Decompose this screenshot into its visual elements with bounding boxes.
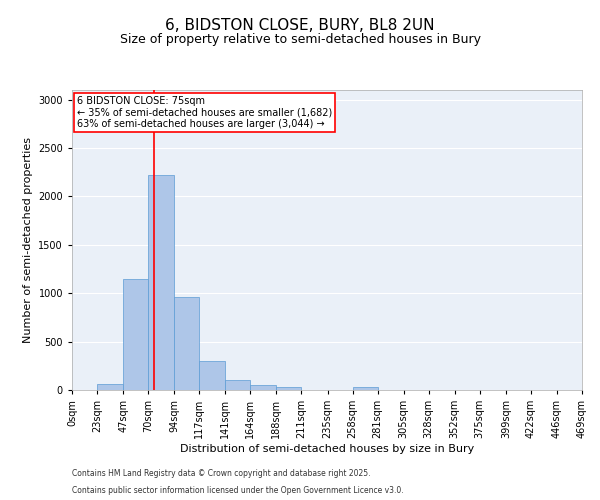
Bar bbox=[97, 384, 123, 390]
Text: Contains public sector information licensed under the Open Government Licence v3: Contains public sector information licen… bbox=[72, 486, 404, 495]
Bar bbox=[277, 387, 301, 390]
Text: 6 BIDSTON CLOSE: 75sqm
← 35% of semi-detached houses are smaller (1,682)
63% of : 6 BIDSTON CLOSE: 75sqm ← 35% of semi-det… bbox=[77, 96, 332, 129]
Text: Size of property relative to semi-detached houses in Bury: Size of property relative to semi-detach… bbox=[119, 32, 481, 46]
Text: 6, BIDSTON CLOSE, BURY, BL8 2UN: 6, BIDSTON CLOSE, BURY, BL8 2UN bbox=[165, 18, 435, 32]
Bar bbox=[123, 278, 148, 390]
Y-axis label: Number of semi-detached properties: Number of semi-detached properties bbox=[23, 137, 32, 343]
Bar bbox=[199, 361, 226, 390]
Bar bbox=[250, 384, 277, 390]
Bar bbox=[174, 297, 199, 390]
Bar bbox=[148, 175, 174, 390]
Bar bbox=[353, 387, 377, 390]
Bar bbox=[226, 380, 250, 390]
X-axis label: Distribution of semi-detached houses by size in Bury: Distribution of semi-detached houses by … bbox=[180, 444, 474, 454]
Text: Contains HM Land Registry data © Crown copyright and database right 2025.: Contains HM Land Registry data © Crown c… bbox=[72, 468, 371, 477]
